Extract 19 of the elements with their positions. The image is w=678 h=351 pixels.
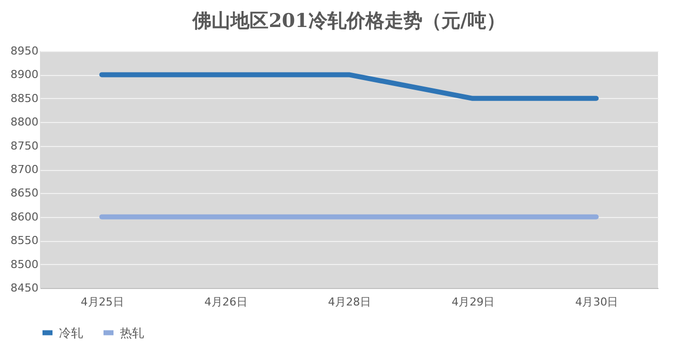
y-tick-label: 8700 (10, 163, 38, 176)
y-tick-label: 8600 (10, 210, 38, 224)
y-tick-label: 8650 (10, 186, 38, 200)
x-tick-label: 4月25日 (80, 296, 124, 308)
x-tick-label: 4月29日 (452, 296, 495, 308)
y-tick-label: 8900 (10, 68, 38, 82)
y-tick-label: 8500 (10, 258, 38, 271)
y-tick-label: 8450 (10, 282, 38, 294)
y-tick-label: 8850 (10, 92, 38, 105)
x-tick-label: 4月26日 (204, 296, 248, 308)
legend-label: 热轧 (120, 326, 144, 340)
x-tick-label: 4月28日 (328, 296, 371, 308)
legend-label: 冷轧 (59, 326, 83, 340)
y-tick-label: 8750 (10, 139, 38, 152)
x-tick-label: 4月30日 (575, 296, 618, 308)
y-tick-label: 8550 (10, 234, 38, 248)
y-tick-label: 8800 (10, 116, 38, 129)
y-tick-label: 8950 (10, 44, 38, 58)
chart-title: 佛山地区201冷轧价格走势（元/吨） (192, 10, 506, 32)
